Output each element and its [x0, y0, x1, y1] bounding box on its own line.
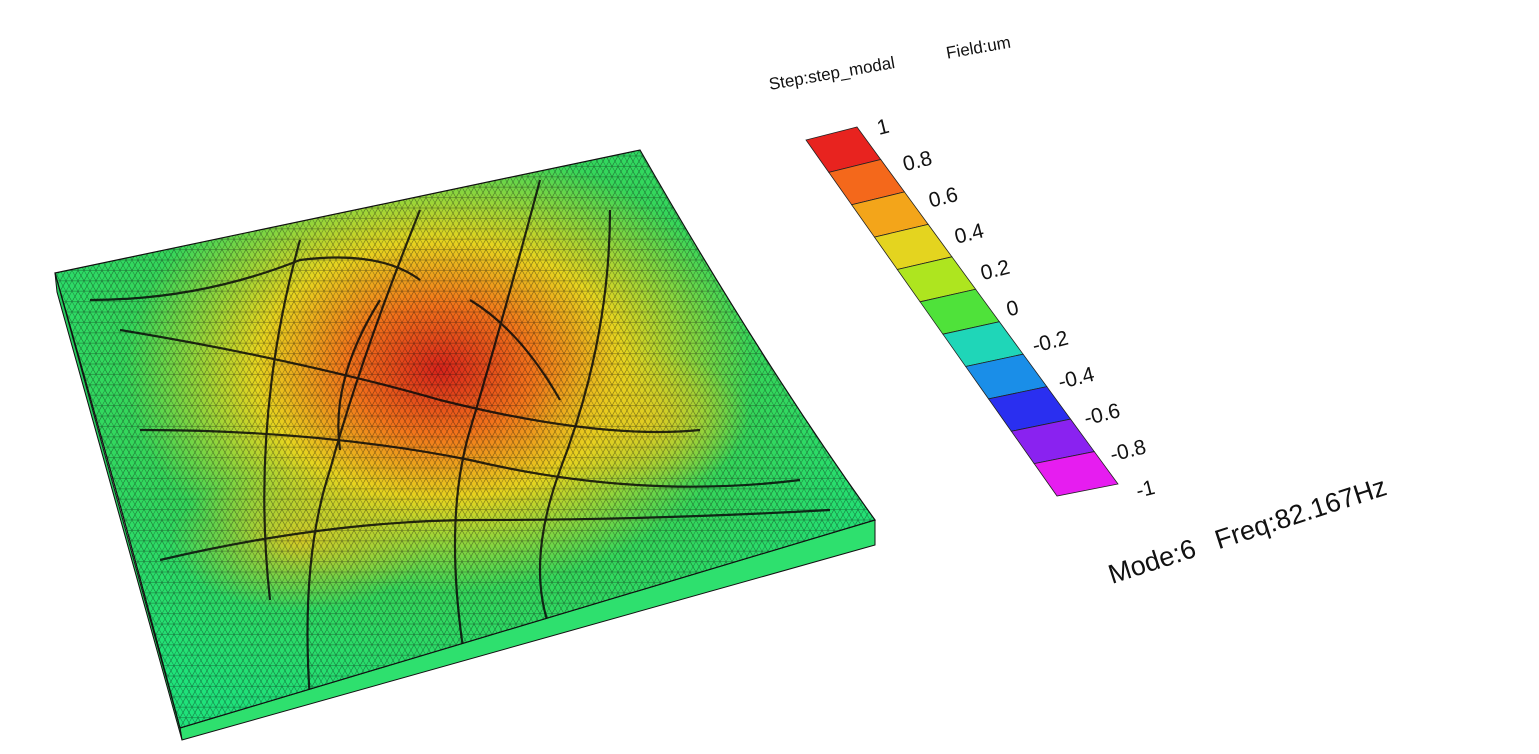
- legend-tick-label: -1: [1134, 476, 1158, 503]
- legend-tick-labels: 1 0.8 0.6 0.4 0.2 0 -0.2 -0.4 -0.6 -0.8 -1: [875, 115, 1158, 503]
- legend-tick-label: -0.8: [1108, 435, 1149, 466]
- step-field-header: Step:step_modal Field:um: [767, 33, 1012, 94]
- legend-tick-label: -0.4: [1056, 363, 1097, 394]
- color-legend: 1 0.8 0.6 0.4 0.2 0 -0.2 -0.4 -0.6 -0.8 -1: [805, 115, 1158, 503]
- legend-tick-label: -0.6: [1082, 399, 1123, 430]
- legend-color-bands: [805, 126, 1119, 497]
- legend-tick-label: -0.2: [1030, 327, 1071, 358]
- mesh-partition-lines: [89, 179, 831, 701]
- mode-label: Mode:6: [1105, 533, 1200, 589]
- frequency-label: Freq:82.167Hz: [1211, 471, 1390, 555]
- legend-tick-label: 0.8: [901, 147, 935, 176]
- step-label: Step:step_modal: [767, 53, 896, 94]
- field-label: Field:um: [945, 33, 1012, 63]
- plate-left-face: [54, 272, 183, 741]
- legend-tick-label: 0.2: [978, 256, 1012, 285]
- legend-tick-label: 1: [875, 115, 892, 140]
- legend-band: [1033, 451, 1119, 497]
- legend-tick-label: 0: [1004, 296, 1021, 321]
- legend-tick-label: 0.4: [952, 219, 986, 248]
- legend-tick-label: 0.6: [926, 183, 960, 212]
